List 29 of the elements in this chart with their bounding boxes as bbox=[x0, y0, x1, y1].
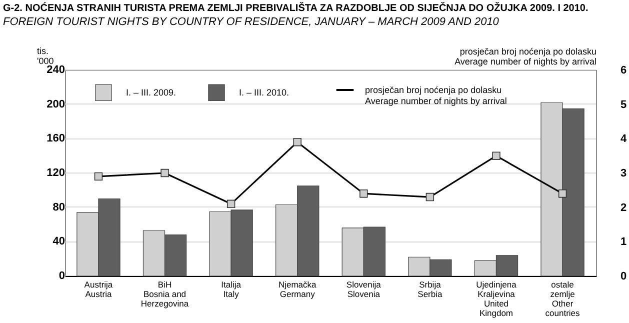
legend-label: I. – III. 2010. bbox=[239, 88, 290, 98]
y2-tick-label: 1 bbox=[620, 236, 627, 248]
y2-tick-label: 2 bbox=[620, 202, 627, 214]
x-tick-label: Srbija Serbia bbox=[418, 280, 442, 299]
x-tick-label: Italija Italy bbox=[221, 280, 242, 299]
x-tick-label: Njemačka Germany bbox=[278, 280, 317, 299]
y2-tick-label: 6 bbox=[620, 64, 627, 76]
y2-tick-label: 4 bbox=[620, 133, 628, 146]
x-tick-label: BiH Bosnia and Herzegovina bbox=[140, 280, 189, 308]
legend-label: prosječan broj noćenja po dolasku Average number of nights by arrival bbox=[365, 85, 507, 106]
x-tick-label: ostale zemlje Other countries bbox=[545, 280, 580, 318]
y-tick-label: 240 bbox=[46, 64, 65, 76]
x-tick-label: Austrija Austria bbox=[84, 280, 113, 299]
y-tick-label: 120 bbox=[46, 167, 65, 179]
y-axis-title: tis. '000 bbox=[37, 46, 54, 66]
chart-title: G-2. NOĆENJA STRANIH TURISTA PREMA ZEMLJI PREBIVALIŠTA ZA RAZDOBLJE OD SIJEČNJA DO OŽUJKA 2009. I 2010. bbox=[3, 2, 588, 14]
y2-tick-label: 5 bbox=[620, 98, 627, 111]
x-tick-label: Ujedinjena Kraljevina United Kingdom bbox=[476, 280, 517, 318]
legend-label: I. – III. 2009. bbox=[126, 88, 176, 98]
y-tick-label: 200 bbox=[46, 98, 65, 110]
y2-axis-title: prosječan broj noćenja po dolasku Average number of nights by arrival bbox=[454, 46, 596, 66]
chart-subtitle: FOREIGN TOURIST NIGHTS BY COUNTRY OF RESIDENCE, JANUARY – MARCH 2009 AND 2010 bbox=[3, 16, 500, 28]
y2-tick-label: 0 bbox=[620, 270, 627, 282]
y-tick-label: 160 bbox=[46, 132, 65, 145]
y-tick-label: 40 bbox=[52, 236, 65, 248]
x-tick-label: Slovenija Slovenia bbox=[346, 280, 382, 299]
y-tick-label: 80 bbox=[52, 201, 65, 214]
y2-tick-label: 3 bbox=[620, 168, 627, 180]
y-tick-label: 0 bbox=[58, 270, 65, 282]
